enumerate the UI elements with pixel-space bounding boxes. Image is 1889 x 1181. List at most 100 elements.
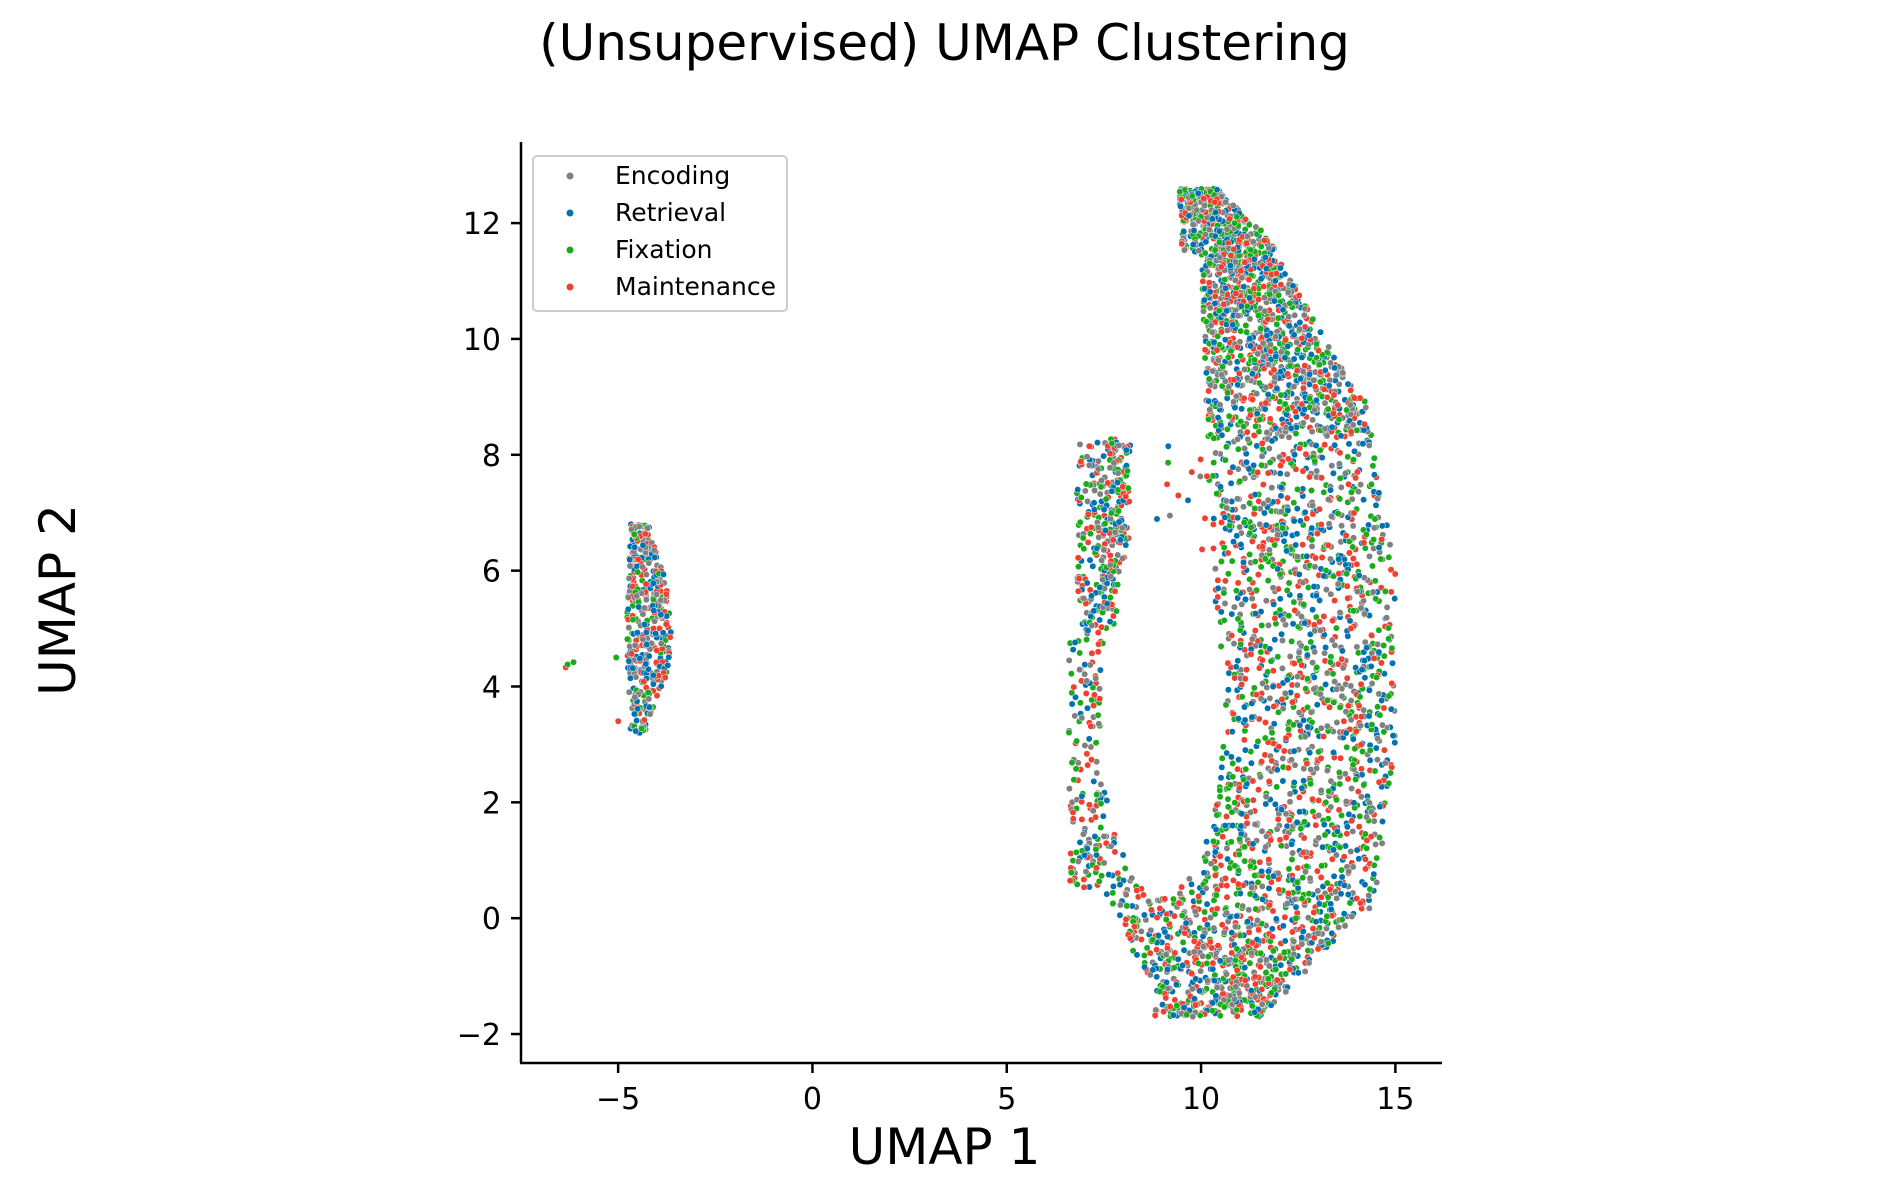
scatter-point — [1074, 554, 1082, 562]
scatter-point — [1196, 472, 1204, 480]
scatter-point — [625, 657, 633, 665]
scatter-point — [1237, 352, 1245, 360]
scatter-point — [1293, 530, 1301, 538]
scatter-point — [1249, 840, 1257, 848]
scatter-point — [1305, 331, 1313, 339]
scatter-point — [1262, 800, 1270, 808]
scatter-point — [1316, 378, 1324, 386]
scatter-point — [1210, 837, 1217, 845]
scatter-point — [1245, 465, 1253, 473]
scatter-point — [1164, 459, 1172, 467]
scatter-point — [1218, 921, 1226, 929]
scatter-point — [631, 543, 639, 551]
scatter-point — [1311, 648, 1319, 656]
scatter-point — [1217, 774, 1225, 782]
scatter-point — [1347, 682, 1355, 690]
scatter-point — [1347, 488, 1355, 496]
scatter-point — [1234, 579, 1242, 587]
scatter-point — [1103, 600, 1111, 608]
scatter-point — [1336, 780, 1344, 788]
scatter-point — [1358, 666, 1366, 674]
scatter-point — [1371, 577, 1379, 585]
scatter-point — [1331, 441, 1339, 449]
scatter-point — [1336, 474, 1344, 482]
scatter-point — [1278, 664, 1286, 672]
scatter-point — [1279, 922, 1287, 930]
scatter-point — [1266, 901, 1273, 909]
scatter-point — [1295, 793, 1303, 801]
scatter-point — [1093, 544, 1101, 552]
scatter-point — [1236, 626, 1244, 634]
scatter-point — [1074, 587, 1082, 595]
scatter-point — [1220, 929, 1228, 936]
scatter-point — [1323, 669, 1331, 677]
scatter-point — [1209, 367, 1217, 375]
scatter-point — [641, 604, 648, 612]
scatter-point — [1270, 366, 1278, 374]
y-tick-label: −2 — [457, 1018, 501, 1053]
scatter-point — [1340, 853, 1348, 861]
scatter-point — [1084, 510, 1092, 518]
scatter-point — [1323, 722, 1331, 730]
scatter-point — [1197, 967, 1205, 975]
scatter-point — [1309, 416, 1317, 424]
scatter-point — [1343, 830, 1351, 838]
scatter-point — [1076, 440, 1084, 448]
scatter-point — [1093, 769, 1101, 777]
scatter-point — [1100, 859, 1108, 867]
legend-marker — [566, 209, 574, 217]
scatter-point — [1357, 481, 1365, 489]
scatter-point — [1234, 343, 1241, 351]
scatter-point — [1200, 271, 1208, 279]
scatter-point — [1229, 822, 1237, 829]
scatter-point — [1264, 496, 1272, 504]
scatter-point — [631, 641, 639, 649]
scatter-point — [1307, 708, 1315, 716]
scatter-point — [1277, 391, 1285, 399]
scatter-point — [1292, 465, 1300, 473]
scatter-point — [636, 655, 644, 662]
scatter-point — [1315, 834, 1323, 842]
scatter-point — [1241, 716, 1249, 724]
scatter-point — [1227, 479, 1235, 487]
scatter-point — [1310, 583, 1318, 591]
scatter-point — [1207, 860, 1215, 868]
scatter-point — [1206, 938, 1214, 946]
scatter-point — [1185, 204, 1193, 212]
scatter-point — [1195, 247, 1203, 255]
scatter-point — [1351, 745, 1359, 753]
scatter-point — [1330, 749, 1337, 756]
scatter-point — [1229, 759, 1237, 767]
scatter-point — [624, 594, 632, 601]
scatter-point — [1077, 494, 1085, 501]
scatter-point — [1257, 243, 1265, 251]
scatter-point — [1286, 299, 1294, 307]
scatter-point — [1354, 488, 1362, 496]
scatter-point — [1246, 575, 1254, 583]
scatter-point — [1178, 883, 1186, 891]
scatter-point — [1260, 283, 1268, 290]
scatter-point — [1345, 549, 1353, 557]
scatter-point — [1194, 189, 1202, 197]
scatter-point — [1370, 817, 1378, 825]
y-tick-label: 10 — [463, 323, 501, 358]
scatter-point — [1092, 813, 1100, 821]
scatter-point — [1344, 453, 1352, 461]
scatter-point — [1147, 906, 1155, 914]
scatter-point — [653, 646, 661, 654]
scatter-point — [1202, 238, 1210, 246]
scatter-point — [1292, 914, 1300, 922]
scatter-point — [1228, 610, 1236, 618]
scatter-point — [1298, 895, 1306, 903]
scatter-point — [1222, 198, 1230, 206]
scatter-point — [1114, 551, 1122, 559]
scatter-point — [1285, 322, 1293, 330]
scatter-point — [1221, 600, 1229, 607]
scatter-point — [1251, 505, 1259, 512]
scatter-point — [1084, 704, 1091, 712]
scatter-point — [1341, 770, 1349, 778]
scatter-point — [1106, 594, 1114, 601]
scatter-point — [1299, 927, 1307, 935]
scatter-point — [1354, 788, 1362, 796]
scatter-point — [1255, 664, 1263, 672]
